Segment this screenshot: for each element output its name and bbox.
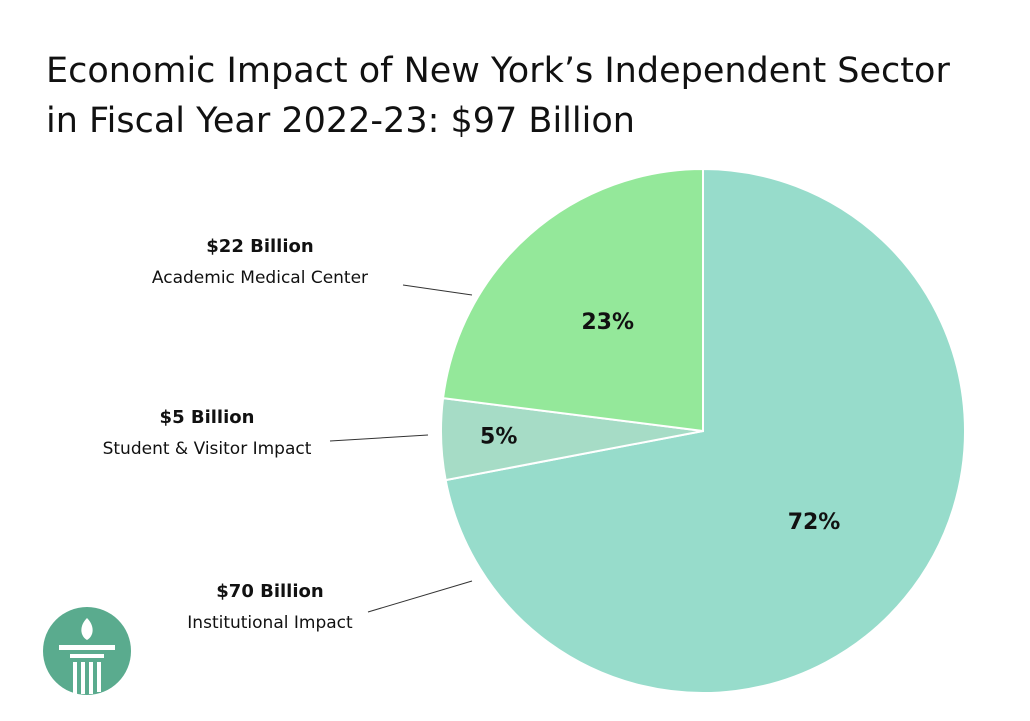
pie <box>440 167 966 694</box>
leader-line <box>329 434 429 442</box>
category-label: Academic Medical Center <box>152 268 368 288</box>
amount-label: $70 Billion <box>216 581 323 602</box>
pie-slice <box>441 167 704 433</box>
amount-label: $22 Billion <box>206 236 313 257</box>
chart-title: Economic Impact of New York’s Independen… <box>46 51 950 91</box>
amount-label: $5 Billion <box>160 407 255 428</box>
value-label: 23% <box>581 310 634 335</box>
category-label: Institutional Impact <box>187 613 353 633</box>
logo <box>43 607 131 695</box>
value-label: 72% <box>788 510 841 535</box>
pie-slice <box>444 167 966 694</box>
category-label: Student & Visitor Impact <box>103 439 312 459</box>
value-label: 5% <box>480 424 517 449</box>
leader-line <box>402 284 473 296</box>
chart-title: in Fiscal Year 2022-23: $97 Billion <box>46 101 635 141</box>
leader-line <box>367 580 473 613</box>
